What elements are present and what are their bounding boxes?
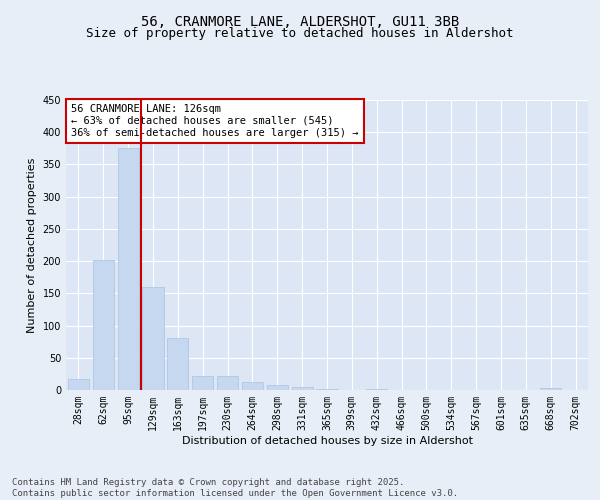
Bar (142, 287, 164, 390)
Bar (167, 338, 188, 390)
Bar (217, 376, 238, 390)
Y-axis label: Number of detached properties: Number of detached properties (27, 158, 37, 332)
Bar (242, 382, 263, 390)
Text: Size of property relative to detached houses in Aldershot: Size of property relative to detached ho… (86, 28, 514, 40)
Text: Contains HM Land Registry data © Crown copyright and database right 2025.
Contai: Contains HM Land Registry data © Crown c… (12, 478, 458, 498)
Bar (540, 388, 561, 390)
Bar (68, 379, 89, 390)
Bar (192, 376, 213, 390)
Text: 56, CRANMORE LANE, ALDERSHOT, GU11 3BB: 56, CRANMORE LANE, ALDERSHOT, GU11 3BB (141, 15, 459, 29)
Bar (118, 148, 139, 390)
X-axis label: Distribution of detached houses by size in Aldershot: Distribution of detached houses by size … (182, 436, 473, 446)
Bar (292, 388, 313, 390)
Bar (93, 260, 114, 390)
Bar (267, 386, 288, 390)
Text: 56 CRANMORE LANE: 126sqm
← 63% of detached houses are smaller (545)
36% of semi-: 56 CRANMORE LANE: 126sqm ← 63% of detach… (71, 104, 359, 138)
